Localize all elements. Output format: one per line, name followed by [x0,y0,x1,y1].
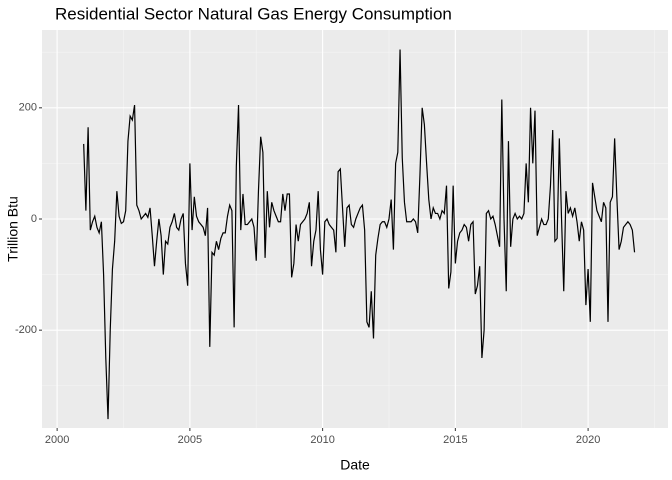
x-tick-label: 2000 [45,434,69,446]
x-tick-label: 2010 [310,434,334,446]
y-tick-label: 0 [31,213,37,225]
line-series [83,49,636,420]
x-axis-title: Date [340,457,370,473]
chart-title: Residential Sector Natural Gas Energy Co… [55,4,452,23]
x-tick-label: 2015 [443,434,467,446]
plot-panel [42,30,668,428]
y-axis-title: Trillion Btu [5,196,21,262]
y-tick-label: -200 [15,324,37,336]
y-tick-label: 200 [19,102,37,114]
x-tick-label: 2020 [576,434,600,446]
x-tick-label: 2005 [178,434,202,446]
